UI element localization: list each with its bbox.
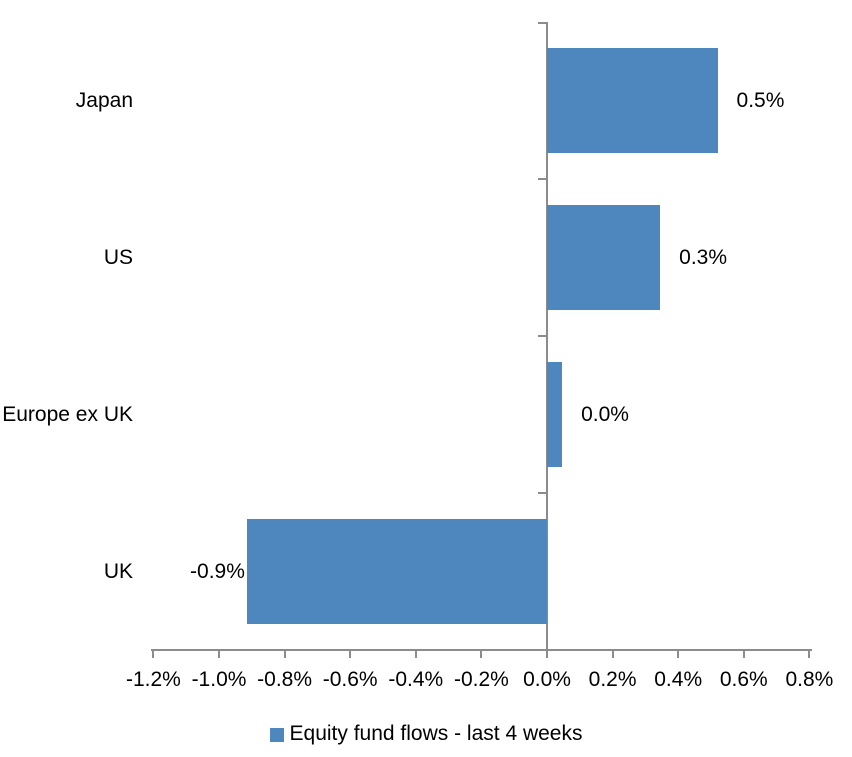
x-axis-tick-label: 0.8% (785, 668, 834, 691)
x-axis-tick (480, 650, 483, 658)
x-axis-tick-label: -0.8% (257, 668, 313, 691)
bar-japan (547, 48, 718, 153)
category-label-europe-ex-uk: Europe ex UK (2, 402, 133, 426)
legend-label: Equity fund flows - last 4 weeks (289, 722, 583, 745)
bar-uk (246, 519, 547, 624)
value-label-us: 0.3% (679, 245, 728, 269)
x-axis-tick (414, 650, 417, 658)
category-boundary-tick (538, 335, 546, 337)
x-axis-tick (546, 650, 548, 658)
legend: Equity fund flows - last 4 weeks (0, 718, 852, 750)
value-label-uk: -0.9% (190, 559, 245, 583)
zero-axis-line (546, 22, 548, 650)
x-axis-tick (742, 650, 745, 658)
x-axis-tick-label: -0.6% (322, 668, 378, 691)
x-axis-tick (218, 650, 220, 658)
x-axis-tick-label: 0.4% (654, 668, 703, 691)
x-axis-tick-label: -1.2% (125, 668, 181, 691)
category-label-uk: UK (103, 559, 133, 583)
value-label-europe-ex-uk: 0.0% (581, 402, 629, 426)
x-axis-tick-label: 0.0% (523, 668, 571, 691)
x-axis-tick (152, 650, 155, 658)
x-axis-tick-label: 0.2% (588, 668, 637, 691)
category-boundary-tick (538, 492, 546, 494)
x-axis-tick-label: 0.6% (719, 668, 768, 691)
x-axis-tick-label: -1.0% (191, 668, 247, 691)
x-axis-tick (677, 650, 680, 658)
x-axis-tick (611, 650, 614, 658)
category-boundary-tick (538, 22, 546, 24)
x-axis-tick-label: -0.4% (388, 668, 444, 691)
legend-swatch-icon (269, 727, 284, 742)
bar-us (547, 205, 661, 310)
x-axis-tick (283, 650, 286, 658)
category-boundary-tick (538, 178, 546, 180)
bar-europe-ex-uk (547, 362, 563, 467)
x-axis-tick-label: -0.2% (453, 668, 509, 691)
value-label-japan: 0.5% (736, 88, 785, 112)
category-label-us: US (103, 245, 133, 269)
category-label-japan: Japan (75, 88, 133, 112)
x-axis-tick (349, 650, 352, 658)
x-axis-tick (808, 650, 811, 658)
